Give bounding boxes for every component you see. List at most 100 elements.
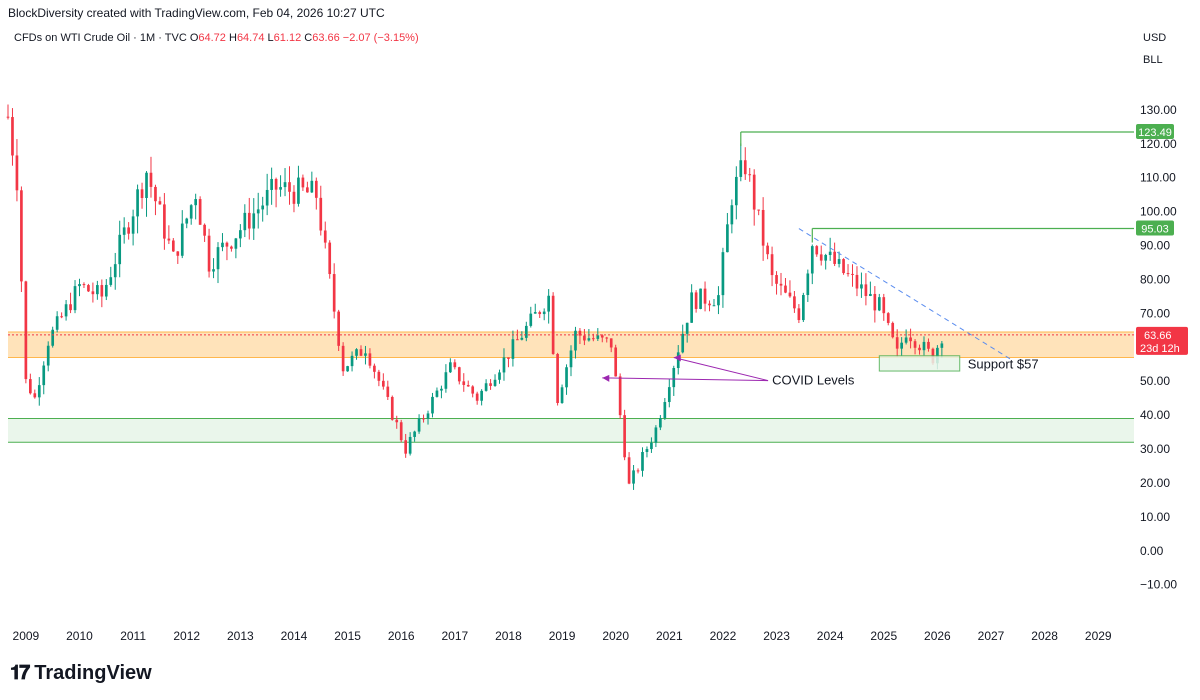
candle-body [685, 322, 689, 334]
candle-body [310, 180, 314, 193]
unit-button[interactable]: BLL [1143, 54, 1163, 66]
candle-body [681, 333, 685, 353]
candle-body [149, 172, 153, 187]
open-label: O [189, 32, 199, 44]
candle-body [815, 246, 819, 255]
candle-body [511, 339, 515, 359]
candle-body [435, 390, 439, 397]
candle-body [24, 281, 28, 380]
candle-body [163, 204, 166, 239]
candle-body [91, 291, 95, 295]
x-tick-label: 2024 [817, 629, 844, 643]
candle-body [355, 349, 358, 356]
candle-body [770, 254, 774, 276]
candle-body [417, 418, 421, 432]
candle-body [395, 419, 399, 423]
candle-body [216, 247, 220, 270]
candle-body [212, 269, 215, 272]
y-tick-label: 0.00 [1140, 544, 1164, 558]
candle-body [877, 297, 881, 311]
candle-body [788, 292, 792, 297]
candle-body [189, 205, 193, 219]
candle-body [118, 234, 122, 265]
candle-body [855, 274, 859, 289]
low-value: 61.12 [273, 32, 302, 44]
candle-body [78, 284, 81, 287]
candle-body [274, 178, 278, 190]
candle-body [891, 322, 895, 338]
candle-body [502, 357, 506, 373]
high-value: 64.74 [236, 32, 265, 44]
candle-body [180, 223, 184, 256]
candle-body [703, 288, 707, 304]
candle-body [837, 259, 841, 264]
candle-body [833, 251, 836, 264]
candle-body [6, 116, 10, 118]
candle-body [314, 180, 318, 198]
candle-body [614, 347, 618, 377]
candle-body [15, 155, 19, 191]
x-tick-label: 2027 [978, 629, 1005, 643]
candle-body [690, 292, 693, 323]
currency-button[interactable]: USD [1143, 32, 1167, 44]
tradingview-brand: TradingView [34, 662, 152, 684]
candle-body [520, 337, 524, 340]
candle-body [413, 431, 416, 437]
candle-body [203, 224, 206, 236]
candle-body [592, 338, 595, 340]
candle-body [659, 418, 662, 428]
candle-body [390, 396, 394, 420]
candle-body [623, 415, 626, 458]
x-tick-label: 2014 [281, 629, 308, 643]
candle-body [332, 274, 336, 312]
candle-body [422, 418, 425, 420]
candle-body [734, 176, 738, 206]
candle-body [886, 313, 890, 323]
candle-body [793, 296, 796, 309]
candle-body [346, 366, 349, 372]
candle-body [846, 273, 850, 275]
candle-body [538, 312, 542, 315]
price-chart[interactable]: 130.00 120.00 110.00 100.00 90.00 80.00 70.00 6… [0, 0, 1200, 650]
x-tick-label: 2013 [227, 629, 254, 643]
candle-body [51, 329, 55, 346]
candle-body [797, 308, 801, 321]
candle-body [154, 186, 157, 202]
symbol-legend[interactable]: CFDs on WTI Crude Oil · 1M · TVC O64.72 … [14, 32, 419, 44]
candle-body [524, 325, 528, 338]
candle-body [904, 337, 908, 343]
candle-body [234, 238, 238, 249]
candle-body [882, 297, 886, 314]
candle-body [650, 442, 653, 450]
candle-body [386, 386, 390, 397]
last-price-label: 63.66 [1144, 330, 1172, 342]
candle-body [185, 218, 189, 224]
x-tick-label: 2011 [120, 629, 146, 643]
candle-body [493, 379, 497, 386]
y-tick-label: 120.00 [1140, 137, 1177, 151]
candle-body [828, 251, 832, 256]
candle-body [399, 422, 403, 441]
x-tick-label: 2016 [388, 629, 415, 643]
annotation-arrow-1 [602, 377, 769, 382]
x-tick-label: 2022 [710, 629, 737, 643]
candle-body [556, 353, 559, 403]
candle-body [766, 245, 769, 255]
candle-body [55, 316, 59, 330]
x-tick-label: 2021 [656, 629, 683, 643]
open-value: 64.72 [198, 32, 226, 44]
candle-body [359, 349, 363, 356]
candle-body [913, 341, 917, 348]
candle-body [408, 436, 412, 454]
candle-body [542, 311, 546, 315]
candle-body [569, 350, 573, 368]
level-badge-label-0: 123.49 [1138, 127, 1172, 139]
candle-body [453, 362, 457, 368]
candle-body [730, 205, 734, 225]
candle-body [699, 288, 702, 309]
candle-body [873, 293, 877, 311]
tradingview-logo[interactable]: 𝟏𝟕 TradingView [10, 662, 152, 685]
candle-body [851, 273, 854, 275]
close-value: 63.66 [312, 32, 340, 44]
candle-body [900, 342, 903, 349]
